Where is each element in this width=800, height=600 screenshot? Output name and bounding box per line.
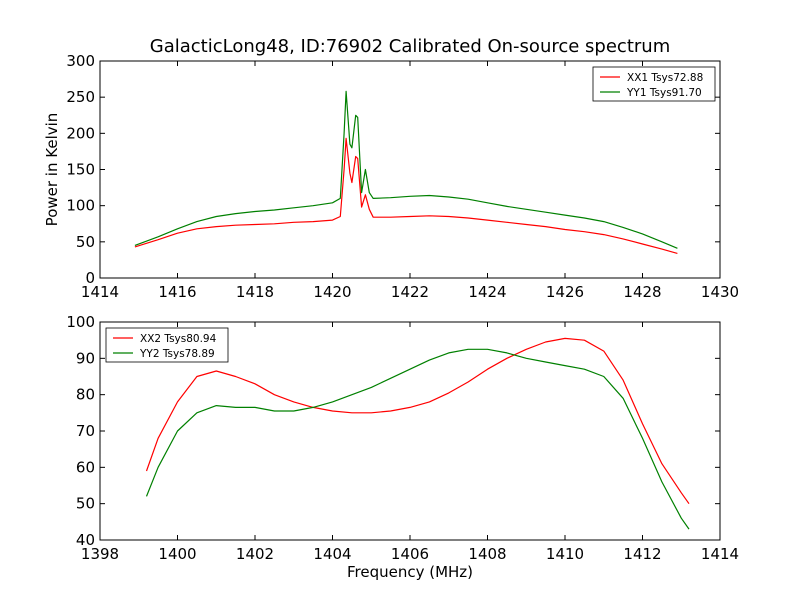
series-line-1 — [145, 337, 690, 505]
y-axis-label: Power in Kelvin — [43, 113, 61, 227]
legend: XX1 Tsys72.88 YY1 Tsys91.70 — [592, 66, 716, 102]
x-tick-label: 1400 — [158, 545, 196, 563]
legend-frame — [105, 327, 229, 363]
x-tick-label: 1404 — [313, 545, 351, 563]
legend-label-1: XX1 Tsys72.88 — [627, 72, 703, 84]
x-tick-label: 1430 — [701, 283, 739, 301]
plot-panel-1: 1414 1416 1418 1420 1422 1424 1426 1428 1430 0 50 1… — [43, 52, 739, 301]
y-tick-label: 50 — [76, 233, 95, 251]
legend-frame — [592, 66, 716, 102]
plots: 1414 1416 1418 1420 1422 1424 1426 1428 14300501… — [43, 52, 739, 581]
y-tick-label: 90 — [76, 349, 95, 367]
x-tick-label: 1410 — [546, 545, 584, 563]
x-tick-label: 1414 — [81, 283, 119, 301]
y-tick-label: 70 — [76, 422, 95, 440]
x-tick-label: 1412 — [623, 545, 661, 563]
y-tick-label: 100 — [66, 197, 95, 215]
x-tick-label: 1426 — [546, 283, 584, 301]
x-tick-label: 1402 — [236, 545, 274, 563]
x-tick-label: 1416 — [158, 283, 196, 301]
legend-label-1: XX2 Tsys80.94 — [140, 333, 217, 345]
y-tick-label: 80 — [76, 386, 95, 404]
x-tick-label: 1408 — [468, 545, 506, 563]
x-tick-label: 1414 — [701, 545, 739, 563]
x-tick-label: 1424 — [468, 283, 506, 301]
legend-label-2: YY2 Tsys78.89 — [139, 348, 215, 360]
y-tick-label: 100 — [66, 313, 95, 331]
x-tick-label: 1420 — [313, 283, 351, 301]
series-line-2 — [145, 348, 690, 530]
x-tick-label: 1422 — [391, 283, 429, 301]
legend: XX2 Tsys80.94 YY2 Tsys78.89 — [105, 327, 229, 363]
plot-panel-2: 1398 1400 1402 1404 1406 1408 1410 1412 1414 40 50… — [66, 313, 739, 581]
y-tick-label: 40 — [76, 531, 95, 549]
series-line-1 — [134, 137, 678, 254]
y-tick-label: 200 — [66, 124, 95, 142]
x-tick-label: 1418 — [236, 283, 274, 301]
y-tick-label: 300 — [66, 52, 95, 70]
x-tick-label: 1428 — [623, 283, 661, 301]
series-line-2 — [134, 90, 678, 249]
x-axis-label: Frequency (MHz) — [347, 563, 473, 581]
y-tick-label: 50 — [76, 495, 95, 513]
y-tick-label: 150 — [66, 161, 95, 179]
x-tick-label: 1406 — [391, 545, 429, 563]
chart-title: GalacticLong48, ID:76902 Calibrated On-s… — [150, 36, 670, 57]
y-tick-label: 60 — [76, 458, 95, 476]
legend-label-2: YY1 Tsys91.70 — [626, 87, 702, 99]
y-tick-label: 0 — [85, 269, 95, 287]
x-tick-label: 1398 — [81, 545, 119, 563]
y-tick-label: 250 — [66, 88, 95, 106]
